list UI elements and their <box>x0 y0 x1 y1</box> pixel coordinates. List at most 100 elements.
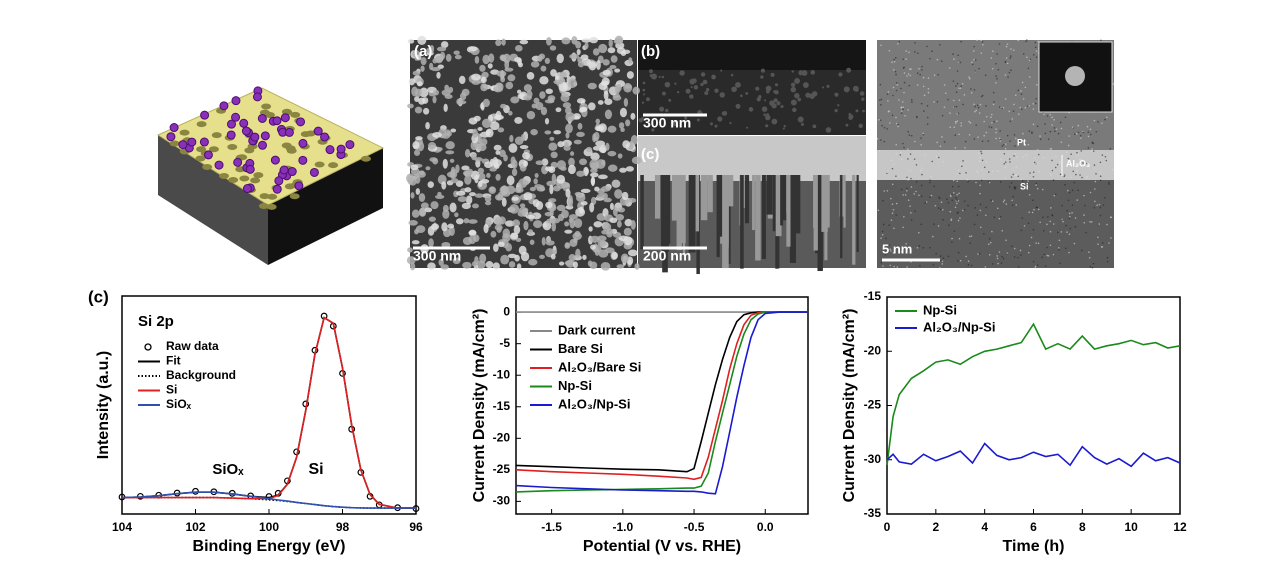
ridge <box>855 109 859 113</box>
grain <box>508 110 513 116</box>
grain <box>607 47 616 54</box>
lattice <box>956 120 959 122</box>
lattice <box>988 125 991 128</box>
lattice <box>920 137 922 139</box>
lattice <box>878 150 881 152</box>
lattice <box>885 237 887 240</box>
grain <box>565 111 575 122</box>
grain <box>595 60 601 70</box>
lattice <box>1072 126 1074 129</box>
lattice <box>947 255 950 258</box>
lattice <box>1000 262 1003 264</box>
grain <box>426 47 433 54</box>
lattice <box>895 214 898 216</box>
lattice <box>959 217 961 219</box>
grain <box>560 93 570 103</box>
lattice <box>1003 163 1005 165</box>
lattice <box>1092 262 1095 265</box>
lattice <box>1053 127 1056 129</box>
lattice <box>1082 131 1085 134</box>
grain <box>598 146 607 153</box>
ridge <box>801 70 808 76</box>
lattice <box>1020 90 1022 92</box>
grain <box>560 166 567 171</box>
lattice <box>943 106 946 108</box>
lattice <box>1099 175 1102 177</box>
lattice <box>991 170 994 173</box>
lattice <box>951 185 954 188</box>
lattice <box>1024 106 1027 109</box>
lattice <box>937 225 940 227</box>
grain <box>441 222 448 232</box>
lattice <box>1008 158 1011 160</box>
grain <box>436 46 447 52</box>
lattice <box>1027 222 1030 225</box>
grain <box>486 172 491 178</box>
lattice <box>952 99 955 102</box>
particle <box>239 118 249 128</box>
y-axis-label: Current Density (mA/cm²) <box>841 309 858 503</box>
lattice <box>975 109 978 112</box>
lattice <box>985 115 988 118</box>
lattice <box>1071 204 1074 206</box>
grain <box>624 84 632 89</box>
ridge <box>782 127 785 130</box>
lattice <box>895 116 897 119</box>
lattice <box>987 140 989 142</box>
lattice <box>977 106 980 109</box>
lattice <box>910 211 912 214</box>
ridge <box>740 94 743 98</box>
grain <box>449 202 457 213</box>
grain <box>595 118 601 124</box>
grain <box>590 162 600 170</box>
lattice <box>1087 135 1090 138</box>
grain <box>588 226 593 232</box>
lattice <box>1035 206 1038 209</box>
lattice <box>1039 138 1042 141</box>
grain <box>432 89 440 96</box>
lattice <box>1001 145 1004 147</box>
lattice <box>962 103 964 106</box>
grain <box>545 88 553 95</box>
lattice <box>929 179 931 181</box>
lattice <box>891 203 894 206</box>
lattice <box>1110 216 1112 219</box>
lattice <box>991 113 993 116</box>
lattice <box>960 163 963 166</box>
grain <box>580 188 591 193</box>
lattice <box>1028 244 1031 247</box>
grain <box>611 179 621 188</box>
lattice <box>1010 48 1012 50</box>
grain <box>425 121 430 130</box>
lattice <box>913 158 916 160</box>
particle <box>226 130 236 140</box>
lattice <box>1080 249 1083 252</box>
grain <box>555 107 562 113</box>
layer-label: Al₂O₃ <box>1066 158 1090 168</box>
grain <box>430 66 441 72</box>
grain <box>474 256 479 265</box>
lattice <box>1081 176 1083 179</box>
lattice <box>1078 158 1081 161</box>
pit <box>228 177 239 184</box>
fft-spot <box>1065 66 1085 86</box>
lattice <box>962 160 964 162</box>
lattice <box>892 208 895 211</box>
lattice <box>1069 227 1072 230</box>
lattice <box>992 50 994 52</box>
grain <box>457 100 467 105</box>
lattice <box>957 251 960 254</box>
grain <box>477 126 483 132</box>
lattice <box>1004 98 1007 100</box>
x-tick-label: 100 <box>259 520 279 534</box>
lattice <box>890 197 892 200</box>
grain <box>526 90 533 99</box>
lattice <box>1055 155 1057 158</box>
lattice <box>991 263 994 265</box>
grain <box>514 187 524 194</box>
grain <box>549 45 557 51</box>
ridge <box>790 99 797 106</box>
lattice <box>903 91 905 94</box>
grain <box>407 39 415 44</box>
lattice <box>995 128 997 130</box>
